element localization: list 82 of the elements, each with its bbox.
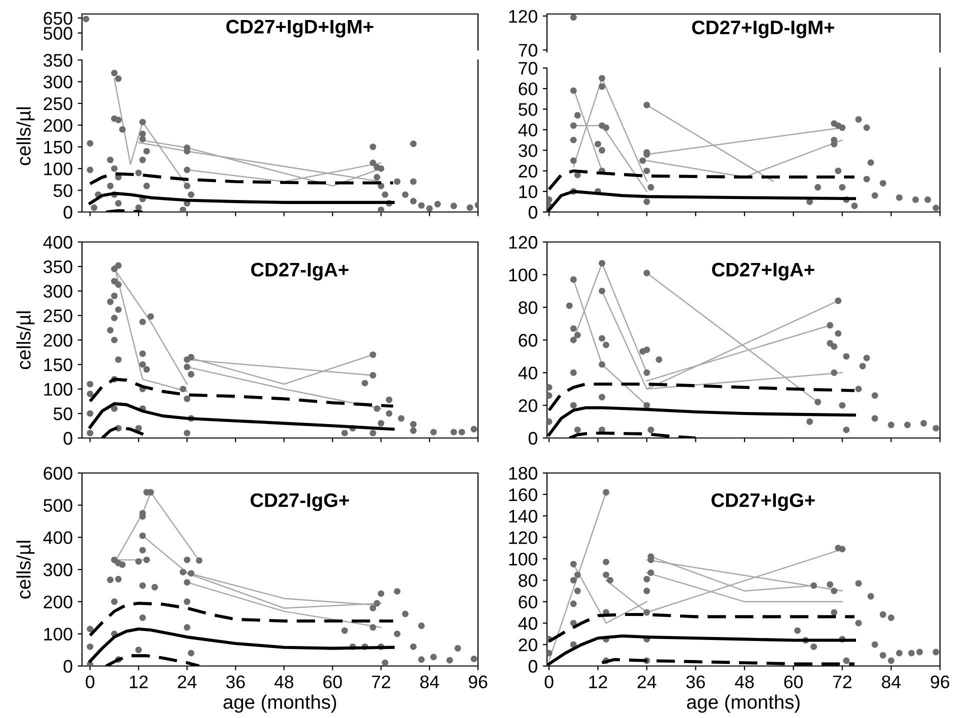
y-tick-label: 60 [518,596,538,608]
text: CD27+IgA+ [712,262,814,280]
y-tick-label: 250 [44,309,72,322]
y-tick-label: 200 [44,596,72,608]
y-tick-label: 100 [509,268,538,282]
y-tick-label: 120 [509,10,538,23]
y-tick-label: 100 [44,382,72,396]
x-tick-label: 24 [638,676,656,688]
y-tick-label: 200 [44,334,72,347]
y-axis-title: cells/µl [16,311,35,370]
x-tick-label: 0 [86,676,94,688]
x-tick-label: 48 [734,676,754,688]
x-axis-title: age (months) [224,694,336,713]
x-axis-title: age (months) [687,694,800,713]
y-tick-label: 40 [518,617,538,630]
text: CD27-IgG+ [250,493,349,512]
y-tick-label: 250 [44,97,72,110]
text: CD27-IgA+ [251,262,348,280]
y-tick-label: 650 [44,12,72,25]
y-tick-label: 0 [528,206,538,219]
x-tick-label: 84 [420,676,440,688]
y-tick-label: 600 [44,466,72,480]
y-tick-label: 50 [54,184,72,198]
x-tick-label: 36 [686,676,705,688]
x-tick-label: 48 [274,676,294,688]
y-tick-label: 100 [509,552,538,566]
y-tick-label: 160 [509,488,538,502]
y-tick-label: 60 [518,82,538,96]
y-tick-label: 20 [518,164,538,178]
y-tick-label: 60 [518,334,538,347]
y-tick-label: 300 [44,563,72,576]
y-tick-label: 0 [64,432,72,445]
y-tick-label: 150 [44,358,72,372]
y-tick-label: 300 [44,76,72,88]
y-tick-label: 10 [519,185,538,198]
y-tick-label: 0 [64,206,72,219]
x-tick-label: 84 [882,676,901,688]
x-tick-label: 12 [130,676,148,688]
y-tick-label: 70 [518,44,538,57]
x-tick-label: 60 [784,676,803,688]
x-tick-label: 72 [833,676,852,688]
x-tick-label: 60 [323,676,342,688]
y-tick-label: 0 [64,660,72,673]
y-tick-label: 0 [528,660,538,673]
x-tick-label: 36 [226,676,245,688]
y-tick-label: 140 [509,510,538,523]
y-tick-label: 80 [518,301,538,314]
y-tick-label: 150 [44,140,72,154]
y-tick-label: 0 [528,432,538,445]
y-tick-label: 120 [509,531,538,544]
y-tick-label: 50 [518,103,538,116]
text: CD27+IgG+ [712,493,815,512]
y-tick-label: 80 [518,574,538,587]
y-tick-label: 350 [44,54,72,67]
y-tick-label: 500 [44,26,72,40]
y-tick-label: 20 [518,399,538,412]
y-tick-label: 500 [44,499,72,512]
y-tick-label: 400 [43,531,72,544]
x-tick-label: 24 [178,676,197,688]
x-tick-label: 96 [468,676,488,688]
x-tick-label: 0 [544,676,554,688]
x-tick-label: 96 [930,676,950,688]
y-tick-label: 400 [43,236,72,249]
y-tick-label: 180 [509,466,538,480]
y-tick-label: 20 [518,638,538,652]
y-tick-label: 100 [44,628,72,641]
x-tick-label: 72 [372,676,390,688]
x-tick-label: 12 [589,676,608,688]
y-tick-label: 40 [518,366,538,380]
y-tick-label: 30 [518,144,538,158]
y-tick-label: 70 [518,62,538,75]
y-tick-label: 200 [44,119,72,132]
y-tick-label: 50 [54,407,72,420]
y-tick-label: 300 [44,284,72,298]
y-axis-title: cells/µl [16,540,35,599]
y-tick-label: 100 [44,162,72,176]
y-tick-label: 120 [509,236,538,249]
y-axis-title: cells/µl [16,107,35,166]
chart-title: CD27+IgD+IgM+ [226,20,374,38]
chart-title: CD27+IgD-IgM+ [692,20,834,38]
y-tick-label: 350 [44,260,72,274]
y-tick-label: 40 [518,124,538,136]
